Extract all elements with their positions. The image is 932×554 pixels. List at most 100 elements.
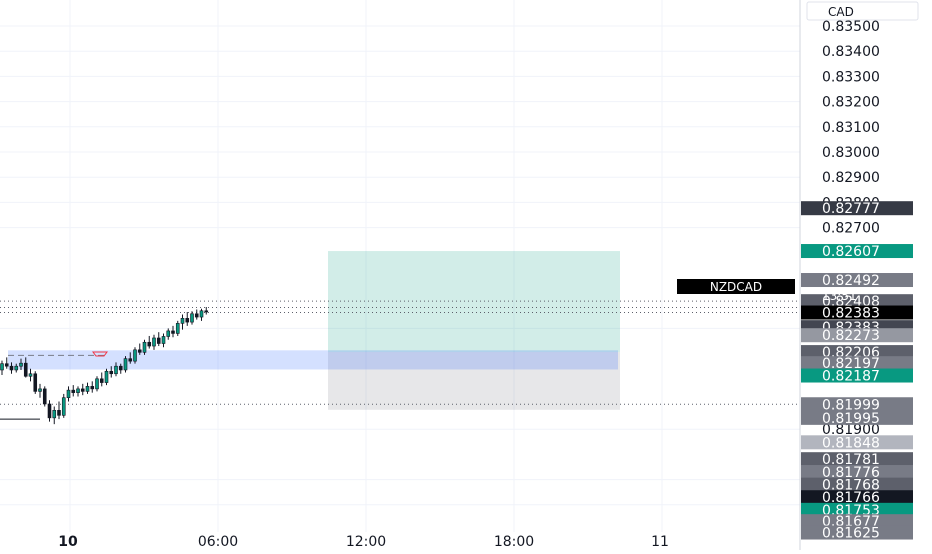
candle-body xyxy=(185,318,190,323)
price-tag-box xyxy=(801,410,913,425)
candle-body xyxy=(152,337,156,347)
candle-body xyxy=(109,370,114,375)
price-tick-label: 0.83500 xyxy=(822,19,880,35)
candle-body xyxy=(85,386,90,392)
price-tick-label: 0.83400 xyxy=(822,44,880,60)
symbol-tag-label: NZDCAD xyxy=(710,280,762,294)
price-tag-box xyxy=(801,244,913,259)
symbol-tag-box xyxy=(677,279,795,294)
countdown-label: 13:51 xyxy=(822,289,857,303)
currency-box xyxy=(806,1,919,21)
price-tag-label: 0.81848 xyxy=(822,435,880,451)
candle-body xyxy=(166,330,171,337)
candle-body xyxy=(171,330,175,334)
price-tag-box xyxy=(801,201,913,216)
candle-body xyxy=(104,370,109,383)
time-tick-label: 06:00 xyxy=(198,534,238,550)
candle-body xyxy=(9,365,14,371)
price-tag-label: 0.81776 xyxy=(822,465,880,481)
drawing-tools[interactable] xyxy=(0,251,800,420)
candle-body xyxy=(137,349,142,353)
candle-body xyxy=(128,358,133,362)
price-tag-box xyxy=(801,435,913,450)
candle-body xyxy=(28,373,33,377)
price-tag-box xyxy=(801,294,913,309)
stop-loss-zone[interactable] xyxy=(328,352,620,410)
price-tag-label: 0.82197 xyxy=(822,356,880,372)
price-tag-box xyxy=(801,465,913,480)
price-tag-label: 0.82383 xyxy=(822,306,880,322)
candle-body xyxy=(147,341,152,347)
price-tag-box xyxy=(801,452,913,467)
price-tag-label: 0.82273 xyxy=(822,328,880,344)
candle-body xyxy=(204,310,209,313)
candle-body xyxy=(57,409,61,416)
time-tick-label: 18:00 xyxy=(494,534,534,550)
candle-body xyxy=(114,365,118,375)
grid-lines xyxy=(0,0,800,532)
price-tag-label: 0.81768 xyxy=(822,478,880,494)
candle-body xyxy=(80,388,85,392)
candles-layer xyxy=(0,306,209,425)
candle-body xyxy=(156,337,161,344)
time-tick-label: 12:00 xyxy=(346,534,386,550)
price-tag-box xyxy=(801,397,913,412)
candle-body xyxy=(133,349,137,362)
price-tick-label: 0.81900 xyxy=(822,422,880,438)
price-tag-label: 0.81781 xyxy=(822,452,880,468)
price-tag-box xyxy=(801,477,913,492)
candle-body xyxy=(4,363,9,367)
price-tag-box xyxy=(801,356,913,371)
symbol-tag: NZDCAD xyxy=(677,279,795,294)
candle-body xyxy=(47,403,52,419)
time-tick-label: 10 xyxy=(58,534,78,550)
candle-body xyxy=(180,318,185,324)
candle-body xyxy=(194,313,199,318)
candle-body xyxy=(118,365,123,371)
price-tag-box xyxy=(801,273,913,288)
price-tag-box xyxy=(801,525,913,540)
time-tick-label: 11 xyxy=(651,534,669,550)
candle-body xyxy=(99,378,104,383)
candle-body xyxy=(90,386,95,390)
candle-body xyxy=(61,397,66,416)
price-tick-label: 0.82700 xyxy=(822,221,880,237)
candle-body xyxy=(0,363,4,371)
candle-body xyxy=(142,341,147,353)
price-tag-box xyxy=(801,502,913,517)
candle-body xyxy=(33,373,38,392)
candle-body xyxy=(95,378,99,390)
candle-body xyxy=(161,336,166,344)
candle-body xyxy=(175,323,180,334)
candle-body xyxy=(190,313,194,323)
price-tag-label: 0.81766 xyxy=(822,490,880,506)
price-tag-label: 0.82492 xyxy=(822,273,880,289)
price-tag-label: 0.82187 xyxy=(822,369,880,385)
price-tick-label: 0.83000 xyxy=(822,145,880,161)
price-tag-label: 0.81995 xyxy=(822,411,880,427)
price-tag-box xyxy=(801,490,913,505)
demand-zone[interactable] xyxy=(8,350,618,370)
candle-body xyxy=(76,388,80,393)
candle-body xyxy=(71,389,76,393)
price-tick-label: 0.82900 xyxy=(822,170,880,186)
diamond-marker-icon xyxy=(92,351,108,357)
price-tag-label: 0.82607 xyxy=(822,244,880,260)
candle-body xyxy=(14,365,19,371)
price-tick-label: 0.83200 xyxy=(822,95,880,111)
candle-body xyxy=(42,388,47,405)
currency-label: CAD xyxy=(828,5,854,19)
price-tick-label: 0.83300 xyxy=(822,69,880,85)
candle-body xyxy=(23,362,28,377)
price-tag-label: 0.81999 xyxy=(822,397,880,413)
candle-body xyxy=(38,388,42,392)
candle-body xyxy=(123,358,128,371)
price-tag-box xyxy=(801,514,913,529)
price-tag-box xyxy=(801,305,913,320)
candle-body xyxy=(19,362,23,367)
price-tags: 0.827770.826070.824920.824080.823830.823… xyxy=(801,201,913,542)
price-tag-label: 0.82777 xyxy=(822,201,880,217)
